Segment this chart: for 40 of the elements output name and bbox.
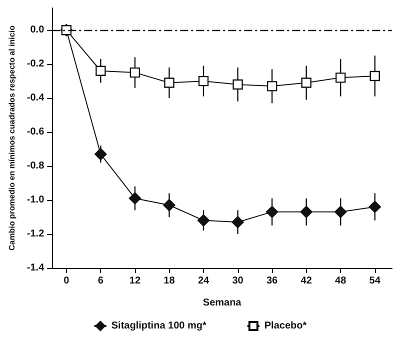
- x-tick-label: 24: [198, 276, 210, 286]
- y-tick-label: -1.0: [26, 194, 45, 206]
- point: [198, 76, 209, 86]
- point: [266, 206, 278, 218]
- point: [370, 70, 380, 82]
- y-tick-label: -1.4: [26, 262, 45, 274]
- y-axis-title: Cambio promedio en mínimos cuadrados respecto al inicio: [8, 25, 16, 250]
- point: [96, 66, 106, 76]
- point: [335, 72, 346, 83]
- y-tick-label: -0.6: [26, 126, 45, 138]
- point: [300, 206, 312, 218]
- x-tick-label: 6: [98, 276, 104, 286]
- point: [163, 199, 176, 212]
- x-tick-label: 12: [129, 276, 141, 286]
- point: [197, 214, 210, 227]
- x-tick-label: 30: [232, 276, 244, 286]
- point: [266, 81, 278, 92]
- x-tick-label: 42: [300, 276, 312, 286]
- point: [334, 206, 347, 218]
- y-tick-label: -0.4: [26, 92, 45, 104]
- x-tick-label: 54: [369, 276, 381, 286]
- point: [232, 79, 243, 90]
- x-tick-label: 0: [64, 276, 70, 286]
- y-tick-label: 0.0: [30, 24, 45, 36]
- y-tick-label: -1.2: [26, 228, 45, 240]
- point: [368, 200, 381, 213]
- legend-label: Placebo*: [264, 320, 307, 332]
- y-tick-label: -0.8: [26, 160, 45, 172]
- point: [232, 216, 244, 228]
- x-tick-label: 18: [164, 276, 176, 286]
- x-tick-label: 36: [266, 276, 278, 286]
- point: [130, 67, 140, 78]
- x-axis-title: Semana: [202, 298, 242, 308]
- point: [94, 148, 107, 160]
- point: [164, 78, 174, 88]
- legend-label: Sitagliptina 100 mg*: [111, 320, 206, 332]
- y-tick-label: -0.2: [26, 58, 45, 70]
- point: [128, 192, 142, 204]
- point: [301, 78, 312, 88]
- x-tick-label: 48: [335, 276, 347, 286]
